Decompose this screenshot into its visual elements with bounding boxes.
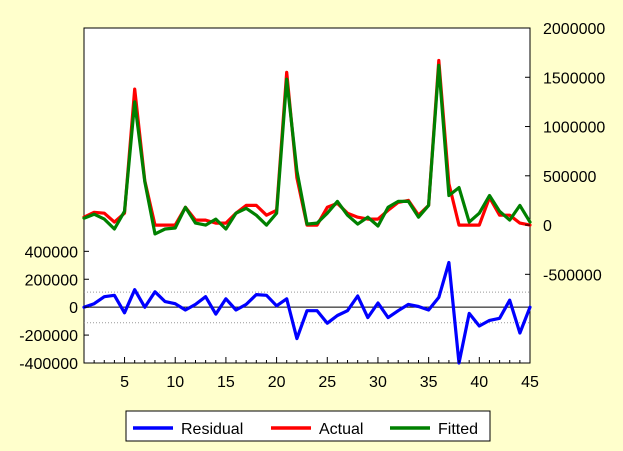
x-axis-tick-label: 15 [217, 374, 235, 391]
right-axis-tick-label: 500000 [543, 169, 596, 186]
x-axis-tick-label: 20 [268, 374, 286, 391]
left-axis-tick-label: 200000 [25, 272, 78, 289]
right-axis-tick-label: 1000000 [543, 120, 605, 137]
legend-label-actual: Actual [319, 421, 363, 438]
x-axis-tick-label: 35 [420, 374, 438, 391]
right-axis-tick-label: 2000000 [543, 21, 605, 38]
x-axis-tick-label: 40 [470, 374, 488, 391]
right-axis-tick-label: -500000 [543, 267, 602, 284]
left-axis-tick-label: 400000 [25, 244, 78, 261]
series-line-fitted [82, 63, 532, 236]
series-line-residual [82, 260, 532, 365]
right-axis-tick-label: 1500000 [543, 70, 605, 87]
legend-label-fitted: Fitted [438, 421, 478, 438]
left-axis-tick-label: -400000 [19, 356, 78, 373]
x-axis-tick-label: 10 [166, 374, 184, 391]
right-axis-tick-label: 0 [543, 218, 552, 235]
x-axis-tick-label: 30 [369, 374, 387, 391]
legend-box [125, 410, 491, 442]
left-axis-tick-label: 0 [69, 300, 78, 317]
legend-label-residual: Residual [181, 421, 243, 438]
x-axis-tick-label: 45 [521, 374, 539, 391]
x-axis-tick-label: 25 [318, 374, 336, 391]
x-axis-tick-label: 5 [120, 374, 129, 391]
left-axis-tick-label: -200000 [19, 328, 78, 345]
